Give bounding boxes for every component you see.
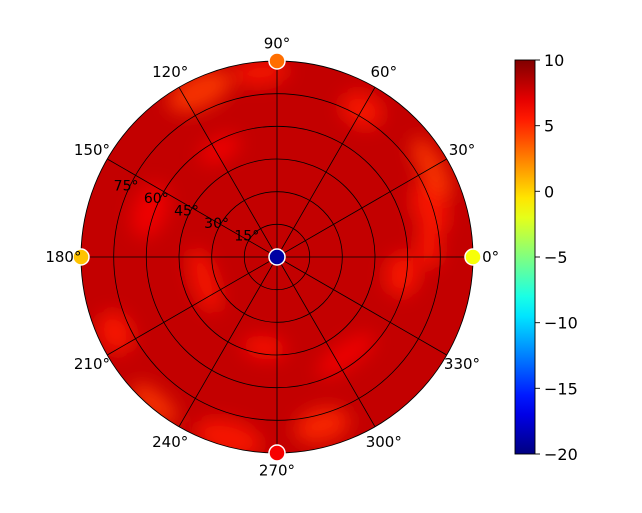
heat-patch bbox=[199, 134, 240, 165]
data-marker bbox=[72, 248, 90, 266]
colorbar-tick-label: 5 bbox=[544, 117, 554, 136]
colorbar-tick-label: 0 bbox=[544, 182, 554, 201]
angle-tick-label: 60° bbox=[371, 63, 398, 81]
angle-tick-label: 210° bbox=[74, 355, 110, 373]
angular-grid-line bbox=[178, 256, 278, 427]
heat-patch bbox=[384, 252, 420, 297]
angle-tick-label: 150° bbox=[74, 141, 110, 159]
colorbar: 10 5 0 −5 −10 −15 −20 bbox=[514, 51, 578, 464]
heat-patch bbox=[242, 335, 287, 360]
angle-tick-label: 0° bbox=[482, 248, 499, 266]
radial-tick-label: 75° bbox=[114, 179, 139, 195]
colorbar-tick-label: −10 bbox=[544, 314, 578, 333]
angular-grid-line bbox=[276, 158, 447, 258]
plot-area: 0° 30° 60° 90° 120° 150° 180° 210° 240° 270° 300° 3… bbox=[45, 34, 499, 479]
colorbar-tick-label: −15 bbox=[544, 379, 578, 398]
angle-tick-label: 180° bbox=[45, 248, 81, 266]
radial-tick-label: 45° bbox=[174, 204, 199, 220]
colorbar-tick-label: −5 bbox=[544, 248, 568, 267]
heat-patch bbox=[294, 407, 350, 444]
heat-patch bbox=[131, 183, 169, 238]
polar-grid bbox=[81, 61, 473, 453]
radial-tick-label: 60° bbox=[144, 191, 169, 207]
heat-patch bbox=[188, 248, 221, 314]
radial-tick-label: 15° bbox=[234, 229, 259, 245]
data-marker bbox=[268, 248, 286, 266]
angle-tick-label: 330° bbox=[444, 355, 480, 373]
angular-grid-line bbox=[107, 256, 278, 356]
angle-tick-label: 120° bbox=[152, 63, 188, 81]
edge-markers bbox=[72, 52, 482, 462]
angle-tick-label: 30° bbox=[449, 141, 476, 159]
data-marker bbox=[464, 248, 482, 266]
angle-tick-labels: 0° 30° 60° 90° 120° 150° 180° 210° 240° 270° 300° 3… bbox=[45, 34, 499, 479]
heat-patch bbox=[131, 383, 177, 425]
colorbar-tick-label: −20 bbox=[544, 445, 578, 464]
colorbar-ticks: 10 5 0 −5 −10 −15 −20 bbox=[535, 51, 578, 464]
data-marker bbox=[268, 52, 286, 70]
angle-tick-label: 240° bbox=[152, 433, 188, 451]
angular-grid-line bbox=[107, 158, 278, 258]
angular-grid-line bbox=[276, 256, 376, 427]
data-marker bbox=[268, 444, 286, 462]
angular-grid-line bbox=[276, 87, 376, 258]
colorbar-tick-label: 10 bbox=[544, 51, 564, 70]
colorbar-gradient bbox=[514, 59, 536, 455]
heat-patch bbox=[317, 333, 375, 377]
radial-tick-labels: 15° 30° 45° 60° 75° bbox=[114, 179, 260, 245]
angular-grid-line bbox=[178, 87, 278, 258]
heat-patch bbox=[97, 311, 134, 354]
radial-tick-label: 30° bbox=[204, 216, 229, 232]
angle-tick-label: 90° bbox=[264, 34, 291, 52]
angular-grid-line bbox=[276, 256, 447, 356]
angle-tick-label: 300° bbox=[366, 433, 402, 451]
angle-tick-label: 270° bbox=[259, 462, 295, 480]
